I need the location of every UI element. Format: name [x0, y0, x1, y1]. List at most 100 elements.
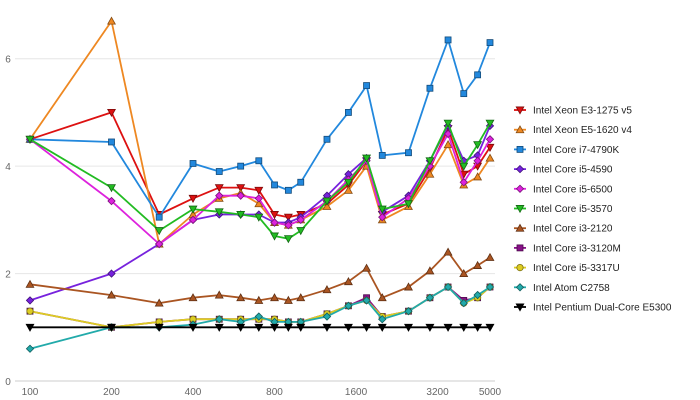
legend: Intel Xeon E3-1275 v5 Intel Xeon E5-1620 … — [514, 106, 672, 314]
data-point — [283, 323, 293, 332]
data-point — [283, 235, 293, 244]
data-point — [362, 296, 371, 305]
legend-item[interactable]: Intel Core i5-3317U — [514, 263, 620, 274]
data-point — [296, 323, 306, 332]
data-point — [377, 205, 387, 214]
legend-marker — [516, 145, 524, 153]
series — [26, 283, 494, 331]
data-point — [343, 185, 353, 194]
data-point — [485, 252, 495, 261]
data-point — [443, 140, 453, 149]
data-point — [107, 196, 116, 206]
data-point — [270, 293, 279, 302]
data-point — [473, 260, 483, 269]
data-point — [485, 119, 495, 128]
data-point — [473, 172, 483, 181]
data-point — [25, 296, 35, 305]
data-point — [404, 307, 413, 316]
data-point — [271, 181, 278, 189]
data-point — [26, 307, 34, 315]
series — [25, 119, 495, 244]
data-point — [404, 200, 413, 209]
data-point — [405, 149, 412, 157]
data-point — [378, 315, 387, 324]
data-point — [25, 279, 35, 288]
data-point — [425, 323, 435, 332]
legend-item[interactable]: Intel Xeon E3-1275 v5 — [514, 106, 632, 117]
series-line — [29, 132, 491, 245]
data-point — [188, 215, 198, 225]
legend-item[interactable]: Intel Core i7-4790K — [514, 145, 619, 156]
data-point — [236, 191, 245, 200]
data-point — [443, 129, 453, 139]
data-point — [270, 218, 279, 227]
data-point — [377, 323, 387, 332]
data-point — [404, 282, 413, 291]
data-point — [270, 323, 279, 332]
legend-item[interactable]: Intel Core i3-2120 — [514, 223, 613, 235]
legend-item[interactable]: Intel Xeon E5-1620 v4 — [514, 125, 632, 136]
data-point — [25, 135, 35, 144]
data-point — [473, 290, 482, 300]
data-point — [154, 298, 164, 307]
legend-marker — [515, 303, 525, 312]
data-point — [284, 221, 293, 230]
data-point — [254, 312, 263, 321]
data-point — [283, 213, 293, 222]
series-line — [29, 286, 491, 350]
data-point — [296, 215, 305, 225]
data-point — [473, 156, 482, 165]
data-point — [425, 169, 435, 178]
legend-item[interactable]: Intel Core i5-4590 — [514, 165, 613, 176]
data-point — [362, 323, 372, 332]
data-point — [154, 323, 164, 332]
data-point — [214, 323, 224, 332]
series-line — [29, 39, 491, 219]
legend-item[interactable]: Intel Core i5-3570 — [514, 204, 613, 215]
legend-marker — [515, 223, 525, 232]
data-point — [188, 293, 198, 302]
data-point — [297, 178, 305, 186]
data-point — [215, 168, 223, 175]
gridlines — [15, 58, 495, 275]
legend-marker — [515, 125, 525, 134]
legend-label: Intel Core i5-3570 — [533, 204, 613, 215]
data-point — [188, 194, 198, 203]
data-point — [485, 282, 495, 292]
legend-item[interactable]: Intel Pentium Dual-Core E5300 — [514, 303, 672, 314]
data-point — [378, 151, 386, 159]
x-tick-label: 100 — [22, 387, 39, 398]
data-point — [188, 323, 198, 332]
data-point — [474, 71, 482, 79]
data-point — [322, 323, 332, 332]
data-point — [254, 199, 264, 208]
legend-item[interactable]: Intel Core i5-6500 — [514, 184, 613, 195]
data-point — [107, 290, 116, 299]
data-point — [255, 157, 263, 165]
data-point — [108, 138, 115, 146]
data-point — [460, 90, 468, 98]
data-point — [189, 160, 197, 167]
legend-item[interactable]: Intel Atom C2758 — [514, 283, 610, 294]
data-point — [154, 227, 164, 236]
series-line — [29, 111, 491, 219]
legend-marker — [515, 283, 525, 292]
data-point — [378, 213, 387, 222]
data-point — [485, 135, 495, 144]
legend-label: Intel Core i5-4590 — [533, 165, 613, 176]
data-point — [425, 157, 435, 166]
data-point — [107, 184, 116, 193]
data-point — [236, 293, 246, 302]
data-point — [188, 205, 198, 214]
x-tick-label: 200 — [103, 387, 120, 398]
data-point — [425, 266, 435, 275]
series — [25, 129, 495, 249]
data-point — [459, 298, 468, 308]
legend-label: Intel Core i5-3317U — [533, 263, 620, 274]
y-tick-label: 4 — [5, 162, 11, 173]
legend-item[interactable]: Intel Core i3-3120M — [514, 243, 621, 254]
data-point — [254, 194, 263, 203]
data-point — [254, 323, 264, 332]
data-point — [473, 323, 483, 332]
